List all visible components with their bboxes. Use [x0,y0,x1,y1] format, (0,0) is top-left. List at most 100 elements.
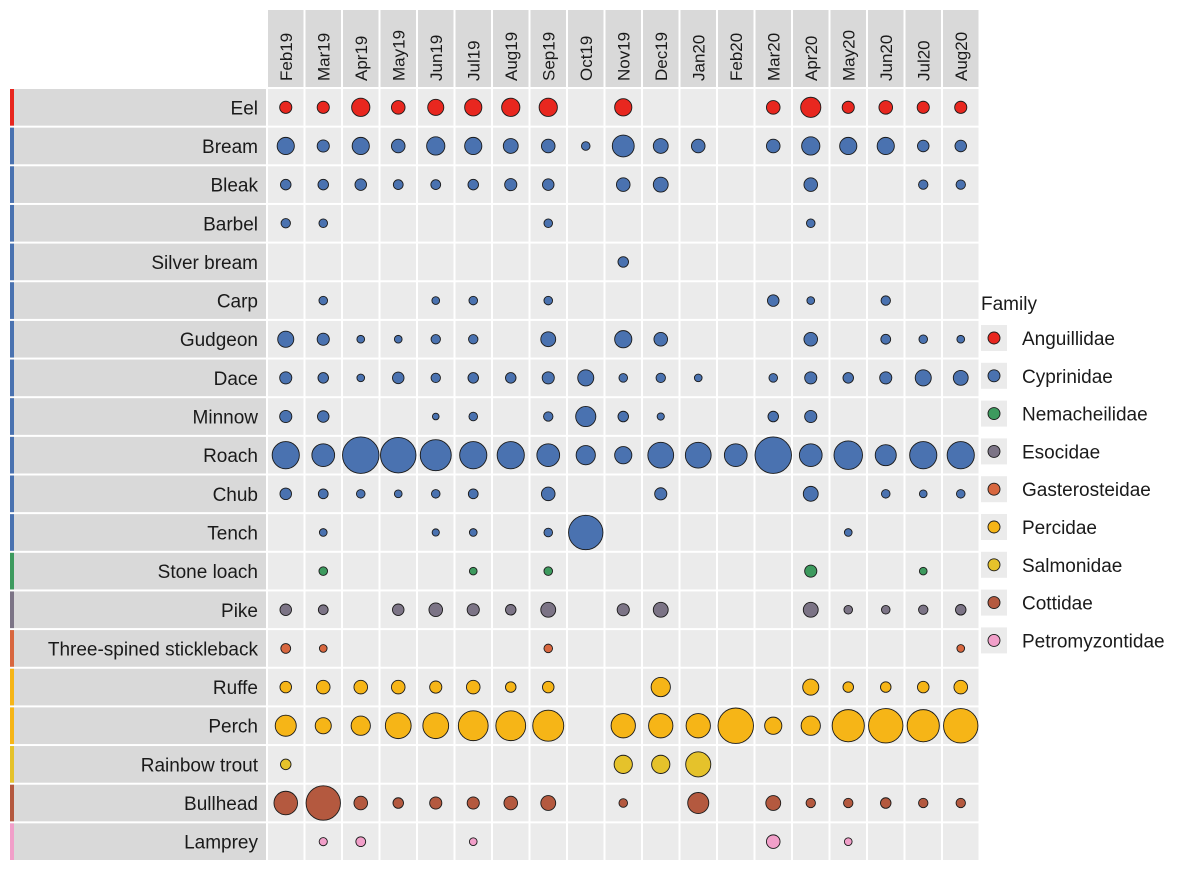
family-color-strip [10,514,14,551]
bubble-perch-aug20 [943,708,979,744]
row-label-cell [10,823,266,860]
row-label-cell [10,668,266,706]
grid-cell [605,204,641,242]
grid-cell [418,746,454,783]
bubble-roach-apr20 [798,443,823,468]
grid-cell [755,746,791,783]
species-label: Bullhead [184,794,258,815]
grid-cell [380,552,416,590]
grid-cell [493,320,529,358]
bubble-pike-jul19 [466,603,480,617]
grid-cell [643,823,679,860]
grid-cell [680,630,716,667]
bubble-bream-aug19 [502,138,519,154]
grid-cell [718,630,754,667]
grid-cell [493,204,529,242]
grid-cell [268,282,304,319]
bubble-bullhead-sep19 [540,795,557,811]
bubble-bullhead-aug19 [503,795,519,811]
month-header-cell [718,10,754,87]
grid-cell [680,398,716,435]
bubble-roach-oct19 [575,445,596,466]
month-labels: Feb19 Mar19 Apr19 May19 Jun19 Jul19 Aug19 Sep19… [277,30,971,81]
bubble-bleak-apr20 [803,177,819,192]
bubble-lamprey-mar19 [318,837,328,847]
grid-cell [605,668,641,706]
month-label: Feb19 [277,33,296,81]
bubble-eel-nov19 [614,98,633,117]
row-label-cell [10,514,266,551]
family-color-strip [10,204,14,242]
bubble-bullhead-apr20 [805,797,816,809]
month-label: Sep19 [539,32,558,81]
grid-cell [718,359,754,397]
grid-cell [905,204,941,242]
month-label: Jun19 [427,35,446,81]
legend-label: Esocidae [1022,442,1100,463]
bubble-ruffe-sep19 [542,680,555,694]
family-color-strip [10,166,14,203]
bubble-rainbow-trout-dec19 [651,754,671,774]
family-color-strip [10,591,14,629]
family-color-strip [10,784,14,822]
bubble-minnow-nov19 [617,410,629,423]
grid-cell [680,282,716,319]
bubble-bream-nov19 [611,134,635,158]
bubble-bleak-jun19 [430,179,442,190]
bubble-eel-jul20 [916,100,930,114]
bubble-bullhead-jul19 [466,796,480,810]
bubble-roach-jul20 [909,441,938,470]
row-labels: Eel Bream Bleak Barbel Silver bream Carp Gudge… [48,98,259,853]
bubble-roach-mar20 [754,436,792,474]
bubble-tench-jun19 [431,528,440,537]
bubble-chub-mar19 [317,488,329,500]
grid-cell [793,823,829,860]
bubble-bream-sep19 [541,138,556,154]
bubble-roach-may19 [380,436,417,474]
month-label: May19 [389,30,408,81]
bubble-minnow-jun19 [431,412,440,421]
bubble-bream-feb19 [276,136,295,156]
bubble-gudgeon-jul19 [468,334,479,345]
grid-cell [268,823,304,860]
grid-cell [568,320,604,358]
bubble-carp-sep19 [543,295,554,306]
species-label: Stone loach [158,562,258,583]
bubble-pike-aug19 [505,604,517,616]
species-label: Eel [231,98,258,119]
bubble-chub-dec19 [654,487,668,501]
grid-cell [718,204,754,242]
grid-cell [568,746,604,783]
bubble-eel-mar19 [316,100,330,114]
grid-cell [568,630,604,667]
family-color-strip [10,668,14,706]
bubble-bream-jul20 [917,139,930,153]
bubble-carp-mar19 [318,295,329,306]
row-label-cell [10,436,266,474]
grid-cell [343,591,379,629]
legend-key-cyprinidae [987,369,1001,383]
grid-cell [343,514,379,551]
grid-cell [830,204,866,242]
grid-cell [680,514,716,551]
bubble-minnow-mar19 [317,410,330,423]
grid-cell [268,552,304,590]
grid-cell [830,630,866,667]
bubble-bleak-apr19 [354,178,367,191]
legend-key-nemacheilidae [987,407,1001,421]
grid-cell [605,282,641,319]
bubble-pike-jul20 [918,604,929,615]
grid-panel [10,10,979,860]
month-header-cell [755,10,791,87]
bubble-perch-nov19 [610,713,636,739]
grid-cell [568,668,604,706]
bubble-perch-jul20 [906,709,940,743]
grid-cell [343,630,379,667]
bubble-bream-oct19 [581,141,591,151]
grid-cell [718,668,754,706]
family-color-strip [10,359,14,397]
grid-cell [605,823,641,860]
bubble-roach-aug20 [946,441,975,470]
bubble-perch-aug19 [495,710,527,742]
bubble-barbel-apr20 [806,218,816,229]
